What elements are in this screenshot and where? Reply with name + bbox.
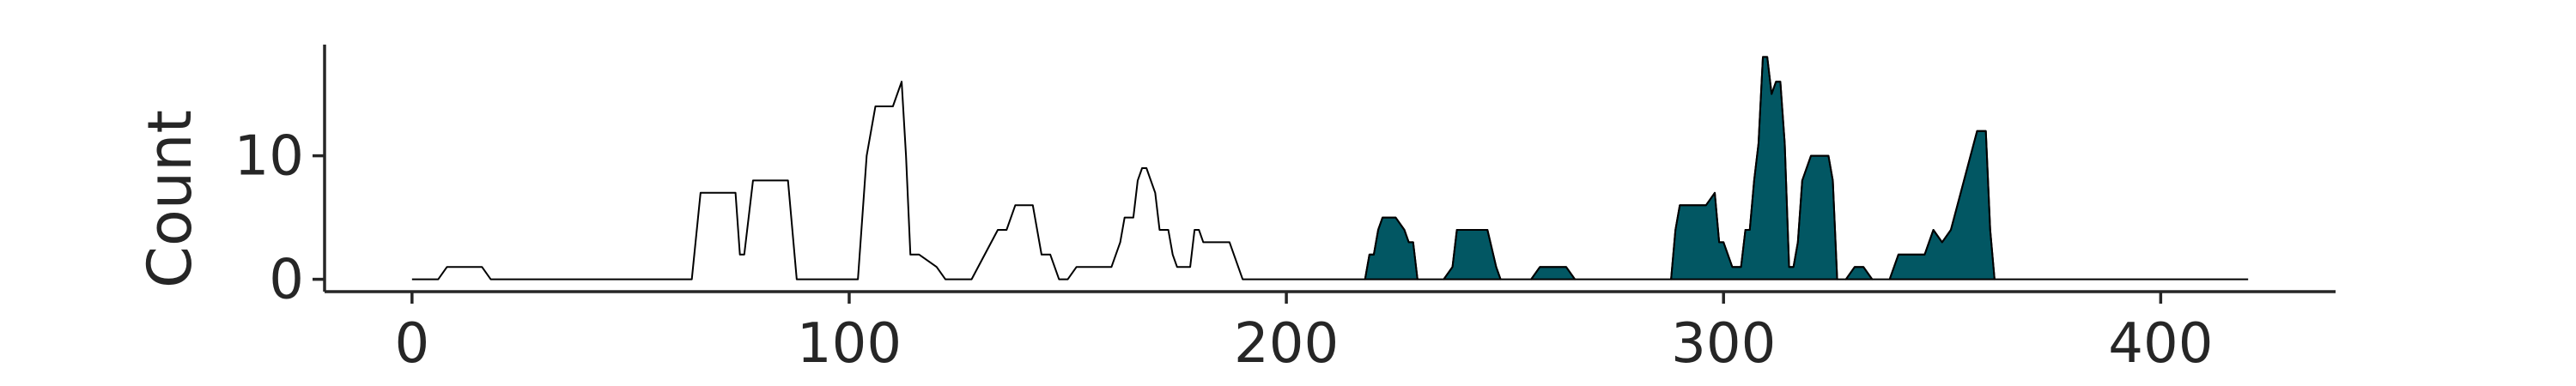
x-tick-label: 300 [1671,312,1776,376]
y-tick-label: 10 [234,125,304,189]
highlight-fill-region [1364,216,1419,280]
highlight-fills [1364,56,1996,280]
highlight-fill-region [1888,130,1996,280]
series-outlines [411,56,2249,280]
x-tick-label: 0 [394,312,429,376]
x-tick-label: 100 [797,312,902,376]
y-ticks: 0 10 [234,125,325,312]
x-tick-label: 400 [2108,312,2213,376]
y-tick-label: 0 [269,249,304,312]
highlight-fill-region [1670,56,1838,280]
highlight-fill-region [1443,229,1502,280]
x-ticks: 0 100 200 300 400 [394,292,2213,376]
axes [323,45,2336,293]
x-tick-label: 200 [1234,312,1339,376]
y-axis-title: Count [135,110,205,288]
series-line [411,56,2249,280]
